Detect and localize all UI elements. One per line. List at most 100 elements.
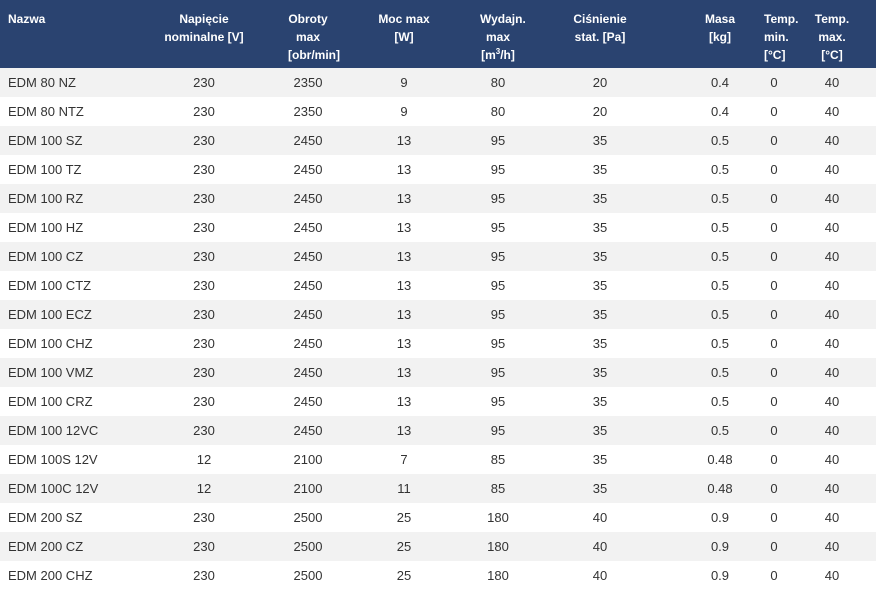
cell-flow: 180	[476, 532, 520, 561]
cell-name: EDM 100 12VC	[0, 416, 124, 445]
cell-temp-min: 0	[760, 416, 788, 445]
cell-name: EDM 100 CZ	[0, 242, 124, 271]
cell-pressure: 35	[520, 155, 680, 184]
cell-mass: 0.9	[680, 561, 760, 590]
cell-pressure: 40	[520, 532, 680, 561]
cell-mass: 0.5	[680, 184, 760, 213]
cell-mass: 0.5	[680, 155, 760, 184]
cell-voltage: 230	[124, 532, 284, 561]
cell-name: EDM 100 TZ	[0, 155, 124, 184]
cell-mass: 0.5	[680, 242, 760, 271]
cell-rpm: 2450	[284, 416, 332, 445]
cell-name: EDM 200 SZ	[0, 503, 124, 532]
table-row: EDM 100 HZ 230 2450 13 95 35 0.5 0 40	[0, 213, 876, 242]
cell-power: 7	[332, 445, 476, 474]
table-row: EDM 100 CHZ 230 2450 13 95 35 0.5 0 40	[0, 329, 876, 358]
cell-name: EDM 100 CTZ	[0, 271, 124, 300]
cell-flow: 95	[476, 358, 520, 387]
cell-mass: 0.5	[680, 387, 760, 416]
table-row: EDM 100 SZ 230 2450 13 95 35 0.5 0 40	[0, 126, 876, 155]
cell-flow: 80	[476, 97, 520, 126]
cell-voltage: 230	[124, 184, 284, 213]
cell-temp-min: 0	[760, 68, 788, 97]
cell-mass: 0.5	[680, 329, 760, 358]
cell-name: EDM 100 ECZ	[0, 300, 124, 329]
cell-name: EDM 100 SZ	[0, 126, 124, 155]
cell-power: 13	[332, 271, 476, 300]
cell-power: 13	[332, 416, 476, 445]
cell-name: EDM 100 CHZ	[0, 329, 124, 358]
table-row: EDM 200 CHZ 230 2500 25 180 40 0.9 0 40	[0, 561, 876, 590]
cell-temp-min: 0	[760, 358, 788, 387]
cell-rpm: 2450	[284, 126, 332, 155]
cell-flow: 95	[476, 126, 520, 155]
cell-voltage: 230	[124, 387, 284, 416]
cell-rpm: 2450	[284, 213, 332, 242]
cell-voltage: 230	[124, 213, 284, 242]
cell-rpm: 2450	[284, 242, 332, 271]
column-header-rpm: Obroty max [obr/min]	[284, 0, 340, 68]
cell-flow: 95	[476, 416, 520, 445]
cell-name: EDM 80 NZ	[0, 68, 124, 97]
table-row: EDM 100 CZ 230 2450 13 95 35 0.5 0 40	[0, 242, 876, 271]
cell-temp-min: 0	[760, 184, 788, 213]
column-header-flow: Wydajn. max [m3/h]	[476, 0, 526, 68]
cell-pressure: 35	[520, 271, 680, 300]
cell-voltage: 230	[124, 97, 284, 126]
cell-flow: 95	[476, 155, 520, 184]
cell-name: EDM 100 CRZ	[0, 387, 124, 416]
cell-name: EDM 100 HZ	[0, 213, 124, 242]
table-header-row: Nazwa Napięcie nominalne [V] Obroty max …	[0, 0, 876, 68]
cell-flow: 85	[476, 474, 520, 503]
cell-flow: 95	[476, 271, 520, 300]
column-header-temp-max: Temp. max. [°C]	[788, 0, 876, 68]
cell-voltage: 12	[124, 445, 284, 474]
cell-flow: 95	[476, 329, 520, 358]
cell-temp-min: 0	[760, 213, 788, 242]
product-spec-table: Nazwa Napięcie nominalne [V] Obroty max …	[0, 0, 876, 590]
table-row: EDM 100 CTZ 230 2450 13 95 35 0.5 0 40	[0, 271, 876, 300]
cell-flow: 95	[476, 184, 520, 213]
table-row: EDM 100C 12V 12 2100 11 85 35 0.48 0 40	[0, 474, 876, 503]
column-header-voltage: Napięcie nominalne [V]	[124, 0, 284, 68]
cell-mass: 0.5	[680, 358, 760, 387]
cell-mass: 0.48	[680, 445, 760, 474]
cell-power: 13	[332, 155, 476, 184]
table-row: EDM 100 12VC 230 2450 13 95 35 0.5 0 40	[0, 416, 876, 445]
cell-rpm: 2100	[284, 474, 332, 503]
cell-temp-min: 0	[760, 445, 788, 474]
cell-voltage: 230	[124, 155, 284, 184]
cell-mass: 0.9	[680, 503, 760, 532]
cell-rpm: 2450	[284, 271, 332, 300]
cell-power: 13	[332, 300, 476, 329]
table-body: EDM 80 NZ 230 2350 9 80 20 0.4 0 40 EDM 80 NTZ 230…	[0, 68, 876, 590]
cell-flow: 95	[476, 213, 520, 242]
cell-temp-max: 40	[788, 503, 876, 532]
cell-flow: 95	[476, 387, 520, 416]
cell-rpm: 2450	[284, 155, 332, 184]
cell-mass: 0.4	[680, 97, 760, 126]
cell-name: EDM 200 CHZ	[0, 561, 124, 590]
cell-voltage: 230	[124, 329, 284, 358]
cell-flow: 85	[476, 445, 520, 474]
cell-pressure: 35	[520, 358, 680, 387]
cell-power: 13	[332, 329, 476, 358]
cell-temp-max: 40	[788, 242, 876, 271]
cell-temp-max: 40	[788, 126, 876, 155]
cell-voltage: 230	[124, 68, 284, 97]
cell-pressure: 35	[520, 474, 680, 503]
cell-temp-min: 0	[760, 300, 788, 329]
cell-voltage: 230	[124, 416, 284, 445]
cell-pressure: 35	[520, 300, 680, 329]
table-row: EDM 100S 12V 12 2100 7 85 35 0.48 0 40	[0, 445, 876, 474]
cell-flow: 180	[476, 503, 520, 532]
cell-temp-min: 0	[760, 387, 788, 416]
cell-temp-max: 40	[788, 416, 876, 445]
cell-temp-min: 0	[760, 329, 788, 358]
cell-rpm: 2450	[284, 358, 332, 387]
cell-temp-min: 0	[760, 242, 788, 271]
cell-temp-max: 40	[788, 358, 876, 387]
cell-pressure: 35	[520, 445, 680, 474]
cell-pressure: 20	[520, 68, 680, 97]
cell-rpm: 2500	[284, 532, 332, 561]
